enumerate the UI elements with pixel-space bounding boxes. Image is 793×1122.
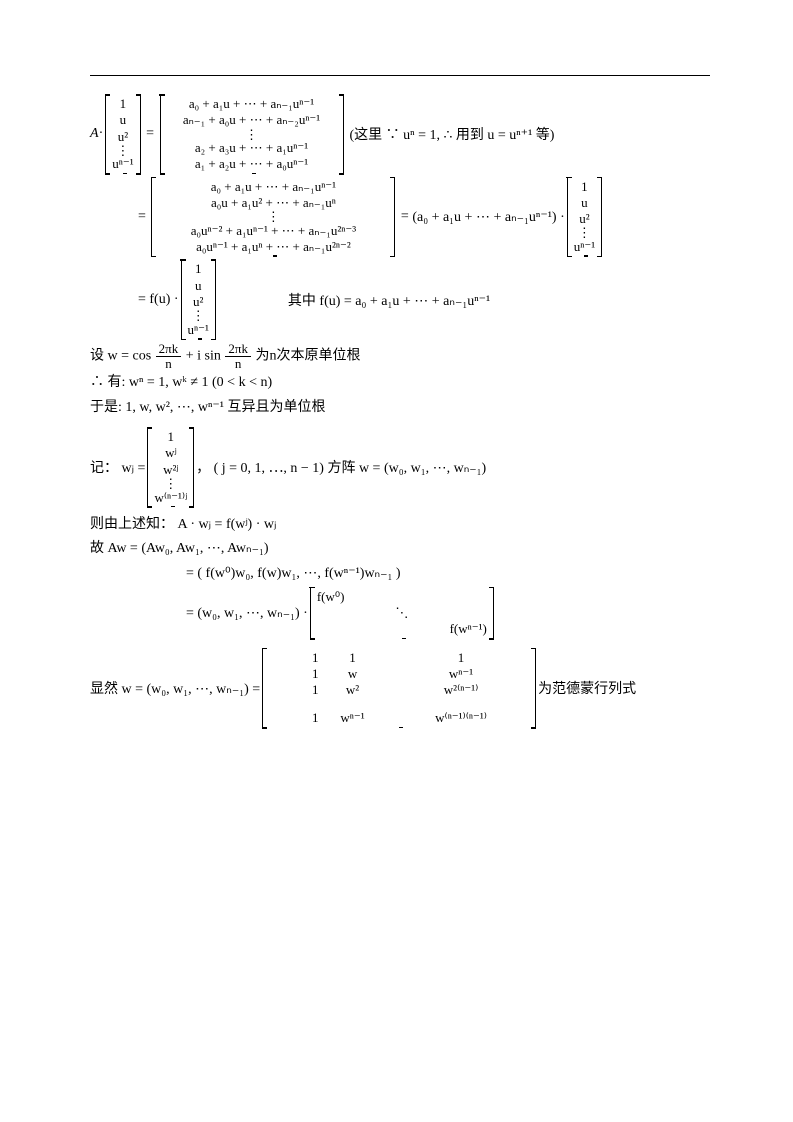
gu-l3-pre: = (w₀, w₁, ⋯, wₙ₋₁) ·: [186, 605, 308, 622]
frac-2: 2πk n: [225, 342, 251, 370]
vdm-gap: [269, 698, 529, 710]
gu-l1: 故 Aw = (Aw₀, Aw₁, ⋯, Awₙ₋₁): [90, 538, 710, 560]
eq-row-1: A· 1 u u² ⋮ uⁿ⁻¹ = a₀ + a₁u + ⋯ + aₙ₋₁uⁿ…: [90, 94, 710, 175]
line-wn: ∴ 有: wⁿ = 1, wᵏ ≠ 1 (0 < k < n): [90, 372, 710, 394]
line-wj-def: 记： wⱼ = 1 wʲ w²ʲ ⋮ w⁽ⁿ⁻¹⁾ʲ ， ( j = 0, 1,…: [90, 427, 710, 508]
cell: u: [574, 195, 595, 211]
cell: 1: [154, 429, 187, 445]
factor-sum: (a₀ + a₁u + ⋯ + aₙ₋₁uⁿ⁻¹) ·: [412, 209, 564, 226]
text: 设 w = cos: [90, 348, 151, 363]
cell: ⋮: [154, 478, 187, 490]
cell: f(w⁰): [317, 589, 487, 605]
cell: ⋮: [112, 145, 133, 157]
cell: uⁿ⁻¹: [188, 322, 209, 338]
gu-l3: = (w₀, w₁, ⋯, wₙ₋₁) · f(w⁰) ⋱ f(wⁿ⁻¹): [90, 587, 710, 640]
note-1: (这里 ∵ uⁿ = 1, ∴ 用到 u = uⁿ⁺¹ 等): [350, 124, 555, 144]
denom: n: [156, 357, 182, 371]
vdm-post: 为范德蒙行列式: [538, 678, 636, 698]
page-content: A· 1 u u² ⋮ uⁿ⁻¹ = a₀ + a₁u + ⋯ + aₙ₋₁uⁿ…: [90, 75, 710, 731]
top-rule: [90, 75, 710, 76]
cell: ⋮: [188, 310, 209, 322]
cell: 1: [574, 179, 595, 195]
cell: a₀uⁿ⁻¹ + a₁uⁿ + ⋯ + aₙ₋₁u²ⁿ⁻²: [158, 239, 388, 255]
vec-u-2: 1 u u² ⋮ uⁿ⁻¹: [567, 177, 602, 258]
vdm-pre: 显然 w = (w₀, w₁, ⋯, wₙ₋₁) =: [90, 678, 260, 698]
cell: ⋮: [167, 129, 337, 141]
vdm-matrix: 1 1 1 1 w wⁿ⁻¹ 1 w² w²⁽ⁿ⁻¹⁾ 1 wⁿ⁻¹: [262, 648, 536, 729]
equals: =: [138, 209, 149, 225]
eq-row-3: = f(u) · 1 u u² ⋮ uⁿ⁻¹ 其中 f(u) = a₀ + a₁…: [90, 259, 710, 340]
cell: ⋱: [317, 605, 487, 621]
frac-1: 2πk n: [156, 342, 182, 370]
mat-2: a₀ + a₁u + ⋯ + aₙ₋₁uⁿ⁻¹ a₀u + a₁u² + ⋯ +…: [151, 177, 395, 258]
cell: u: [188, 278, 209, 294]
gu-l2: = ( f(w⁰)w₀, f(w)w₁, ⋯, f(wⁿ⁻¹)wₙ₋₁ ): [90, 563, 710, 585]
line-roots: 于是: 1, w, w², ⋯, wⁿ⁻¹ 互异且为单位根: [90, 397, 710, 419]
cell: a₀ + a₁u + ⋯ + aₙ₋₁uⁿ⁻¹: [167, 96, 337, 112]
wj-range: ， ( j = 0, 1, ⋯, n − 1) 方阵 w = (w₀, w₁, …: [196, 457, 486, 477]
cell: uⁿ⁻¹: [112, 156, 133, 172]
numer: 2πk: [156, 342, 182, 357]
equals: =: [143, 126, 158, 142]
cell: ⋮: [158, 211, 388, 223]
fu-label: = f(u) ·: [138, 292, 179, 308]
vdm-r2: 1 w² w²⁽ⁿ⁻¹⁾: [269, 682, 529, 698]
cell: a₀uⁿ⁻² + a₁uⁿ⁻¹ + ⋯ + aₙ₋₁u²ⁿ⁻³: [158, 223, 388, 239]
diag-matrix: f(w⁰) ⋱ f(wⁿ⁻¹): [310, 587, 494, 640]
vdm-r0: 1 1 1: [269, 650, 529, 666]
fu-where: 其中 f(u) = a₀ + a₁u + ⋯ + aₙ₋₁uⁿ⁻¹: [288, 290, 490, 310]
cell: f(wⁿ⁻¹): [317, 621, 487, 637]
text: 为n次本原单位根: [255, 348, 360, 363]
cell: a₂ + a₃u + ⋯ + a₁uⁿ⁻¹: [167, 140, 337, 156]
cell: 1: [188, 261, 209, 277]
cell: u: [112, 112, 133, 128]
vdm-row: 显然 w = (w₀, w₁, ⋯, wₙ₋₁) = 1 1 1 1 w wⁿ⁻…: [90, 648, 710, 729]
denom: n: [225, 357, 251, 371]
vdm-r4: 1 wⁿ⁻¹ w⁽ⁿ⁻¹⁾⁽ⁿ⁻¹⁾: [269, 710, 529, 726]
eq-row-2: = a₀ + a₁u + ⋯ + aₙ₋₁uⁿ⁻¹ a₀u + a₁u² + ⋯…: [90, 177, 710, 258]
cell: wʲ: [154, 445, 187, 461]
cell: 1: [112, 96, 133, 112]
mat-1: a₀ + a₁u + ⋯ + aₙ₋₁uⁿ⁻¹ aₙ₋₁ + a₀u + ⋯ +…: [160, 94, 344, 175]
cell: a₁ + a₂u + ⋯ + a₀uⁿ⁻¹: [167, 156, 337, 172]
numer: 2πk: [225, 342, 251, 357]
ji-label: 记： wⱼ =: [90, 457, 145, 477]
line-w-def: 设 w = cos 2πk n + i sin 2πk n 为n次本原单位根: [90, 342, 710, 370]
cell: uⁿ⁻¹: [574, 239, 595, 255]
vdm-r1: 1 w wⁿ⁻¹: [269, 666, 529, 682]
equals: =: [397, 209, 412, 225]
vec-u-1: 1 u u² ⋮ uⁿ⁻¹: [105, 94, 140, 175]
cell: ⋮: [574, 227, 595, 239]
vec-wj: 1 wʲ w²ʲ ⋮ w⁽ⁿ⁻¹⁾ʲ: [147, 427, 194, 508]
line-Awj: 则由上述知： A · wⱼ = f(wʲ) · wⱼ: [90, 514, 710, 536]
text: + i sin: [186, 348, 221, 363]
cell: a₀ + a₁u + ⋯ + aₙ₋₁uⁿ⁻¹: [158, 179, 388, 195]
cell: w⁽ⁿ⁻¹⁾ʲ: [154, 490, 187, 506]
A-dot: A·: [90, 126, 103, 142]
vec-u-3: 1 u u² ⋮ uⁿ⁻¹: [181, 259, 216, 340]
